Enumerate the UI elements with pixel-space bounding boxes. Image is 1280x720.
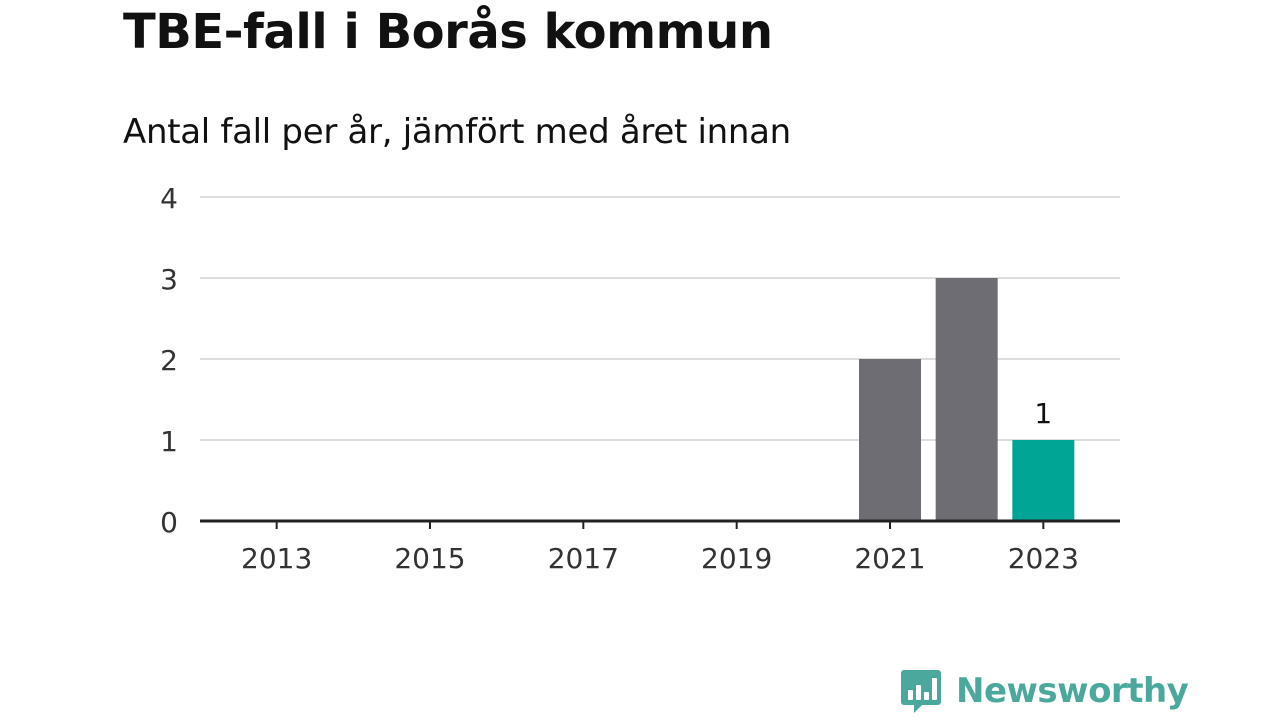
x-tick-label: 2023 bbox=[1008, 542, 1079, 575]
x-tick-label: 2017 bbox=[548, 542, 619, 575]
x-tick-label: 2019 bbox=[701, 542, 772, 575]
bar bbox=[859, 359, 921, 521]
x-tick-label: 2013 bbox=[241, 542, 312, 575]
bar bbox=[935, 278, 998, 521]
y-tick-label: 2 bbox=[160, 344, 178, 377]
x-tick-label: 2015 bbox=[394, 542, 465, 575]
bar-chart: 0 1 2 3 4 1 2013 2015 2017 2019 2021 2023 bbox=[160, 182, 1120, 575]
data-label: 1 bbox=[1034, 397, 1052, 430]
brand-logo: Newsworthy bbox=[900, 668, 1189, 714]
y-tick-label: 3 bbox=[160, 263, 178, 296]
brand-name: Newsworthy bbox=[956, 671, 1189, 711]
x-tick-label: 2021 bbox=[854, 542, 925, 575]
chart-title: TBE-fall i Borås kommun bbox=[123, 4, 773, 60]
y-tick-label: 4 bbox=[160, 182, 178, 215]
bar bbox=[1012, 440, 1075, 521]
newsworthy-logo-icon bbox=[901, 670, 941, 713]
y-tick-label: 0 bbox=[160, 506, 178, 539]
chart-subtitle: Antal fall per år, jämfört med året inna… bbox=[123, 112, 791, 152]
y-tick-label: 1 bbox=[160, 425, 178, 458]
